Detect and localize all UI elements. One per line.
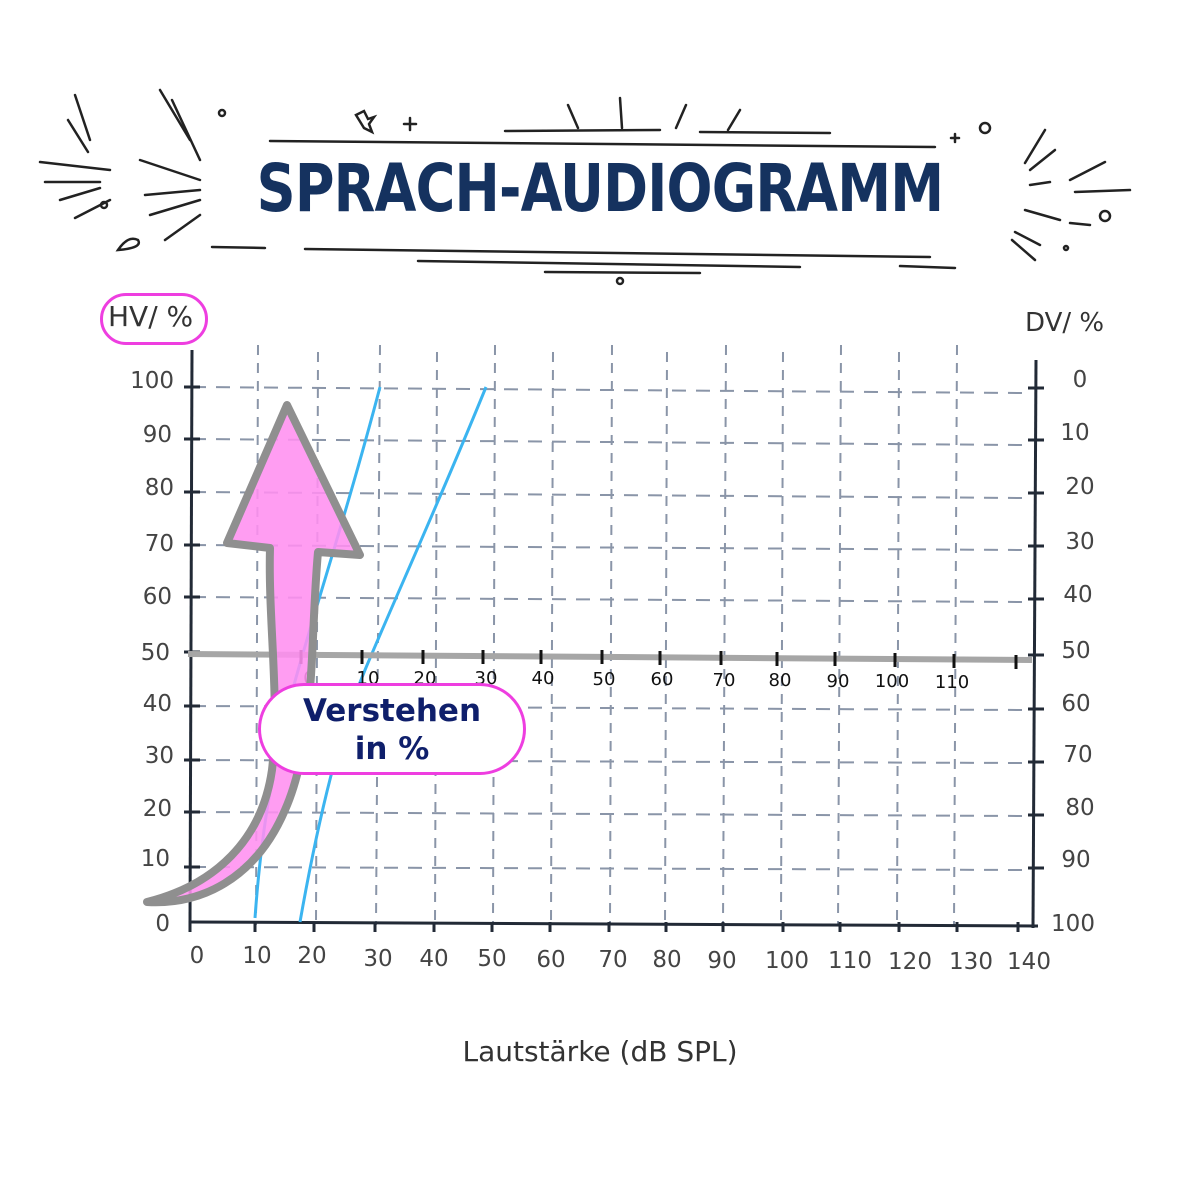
svg-text:100: 100 — [875, 671, 909, 692]
svg-text:50: 50 — [141, 640, 170, 666]
curve-monosyllables — [298, 386, 488, 923]
grid-vertical — [255, 344, 958, 926]
svg-text:50: 50 — [1061, 638, 1090, 664]
svg-text:40: 40 — [143, 691, 172, 717]
svg-text:60: 60 — [143, 584, 172, 610]
grid-horizontal — [191, 386, 1023, 871]
svg-text:0: 0 — [1073, 367, 1088, 393]
svg-text:60: 60 — [651, 669, 674, 690]
svg-text:80: 80 — [769, 670, 792, 691]
svg-text:30: 30 — [145, 743, 174, 769]
svg-text:50: 50 — [477, 946, 506, 972]
callout-line-1: Verstehen — [302, 693, 482, 729]
hv-axis-highlight — [100, 293, 208, 345]
svg-text:90: 90 — [707, 948, 736, 974]
svg-text:40: 40 — [532, 668, 555, 689]
svg-text:80: 80 — [652, 947, 681, 973]
svg-text:60: 60 — [536, 947, 565, 973]
svg-text:80: 80 — [1065, 795, 1094, 821]
midline-axis — [187, 651, 1033, 663]
arrow-up-icon — [143, 401, 364, 907]
svg-text:80: 80 — [145, 475, 174, 501]
x-axis-labels: 0 10 20 30 40 50 60 70 80 90 100 110 120 130 140 — [190, 943, 1051, 975]
svg-text:40: 40 — [419, 946, 448, 972]
understanding-callout: Verstehen in % — [258, 683, 526, 775]
title-decoration — [38, 88, 1132, 286]
svg-text:120: 120 — [888, 949, 932, 975]
svg-text:0: 0 — [190, 943, 205, 969]
svg-text:20: 20 — [1065, 474, 1094, 500]
svg-text:10: 10 — [1060, 420, 1089, 446]
y-axis-left-title: HV/ % — [108, 300, 194, 333]
svg-text:100: 100 — [765, 948, 809, 974]
svg-text:100: 100 — [1051, 911, 1095, 937]
svg-text:20: 20 — [143, 796, 172, 822]
svg-text:60: 60 — [1061, 691, 1090, 717]
svg-text:10: 10 — [242, 943, 271, 969]
svg-text:10: 10 — [141, 846, 170, 872]
svg-text:110: 110 — [935, 672, 969, 693]
svg-text:0: 0 — [155, 911, 170, 937]
y-axis-right-title: DV/ % — [1025, 308, 1105, 338]
svg-text:40: 40 — [1063, 582, 1092, 608]
x-axis-title: Lautstärke (dB SPL) — [462, 1035, 738, 1068]
svg-text:30: 30 — [1065, 529, 1094, 555]
y-axis-right-labels: 0 10 20 30 40 50 60 70 80 90 100 — [1051, 367, 1095, 937]
svg-text:30: 30 — [363, 946, 392, 972]
svg-text:100: 100 — [130, 368, 174, 394]
svg-text:140: 140 — [1007, 949, 1051, 975]
svg-text:90: 90 — [827, 671, 850, 692]
axes — [188, 349, 1039, 929]
page-title: SPRACH-AUDIOGRAMM — [256, 150, 944, 227]
svg-text:70: 70 — [1063, 742, 1092, 768]
svg-text:90: 90 — [1061, 847, 1090, 873]
svg-text:90: 90 — [143, 422, 172, 448]
svg-text:20: 20 — [297, 943, 326, 969]
svg-text:130: 130 — [949, 949, 993, 975]
svg-text:50: 50 — [593, 669, 616, 690]
svg-text:70: 70 — [145, 531, 174, 557]
callout-line-2: in % — [354, 731, 430, 767]
svg-text:70: 70 — [713, 670, 736, 691]
svg-text:110: 110 — [828, 948, 872, 974]
svg-text:70: 70 — [598, 947, 627, 973]
